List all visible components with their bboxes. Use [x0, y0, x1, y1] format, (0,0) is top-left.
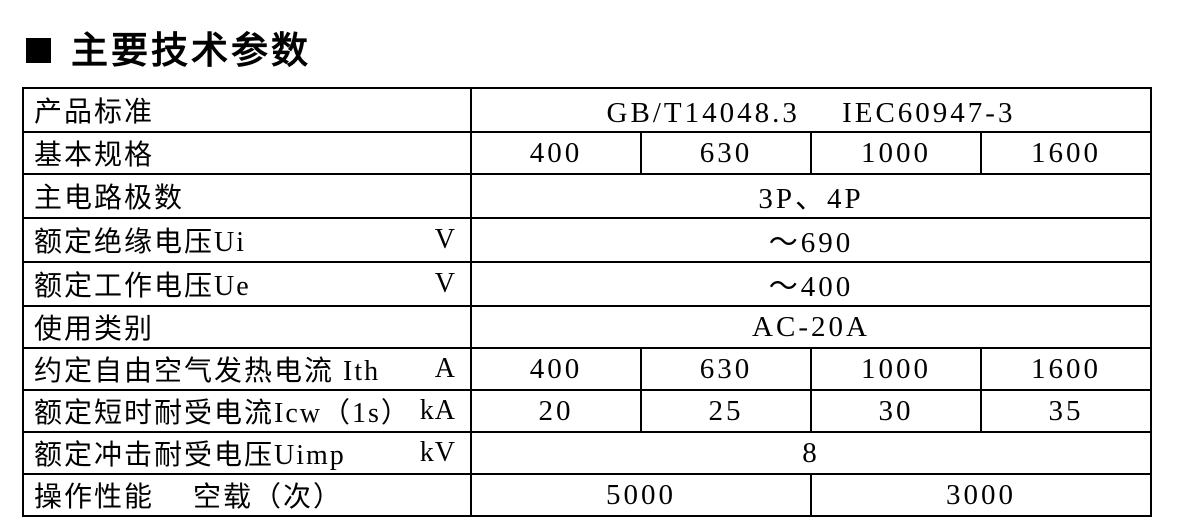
- row-value-cell: 20: [470, 389, 642, 433]
- table-row: 主电路极数 3P、4P: [22, 173, 1152, 219]
- row-value-cell: 400: [470, 347, 642, 391]
- row-value-cell: 8: [470, 431, 1152, 475]
- row-unit: kA: [419, 395, 456, 426]
- row-label: 约定自由空气发热电流 Ith: [34, 356, 381, 387]
- row-value-cell: GB/T14048.3 IEC60947-3: [470, 87, 1152, 133]
- section-header: 主要技术参数: [26, 24, 311, 71]
- row-value-cell: 630: [640, 131, 812, 175]
- row-label-cell: 产品标准: [22, 87, 472, 133]
- row-label: 使用类别: [34, 314, 155, 345]
- row-label-cell: 额定短时耐受电流Icw（1s） kA: [22, 389, 472, 433]
- row-label: 额定短时耐受电流Icw（1s）: [34, 398, 411, 429]
- row-label-cell: 操作性能 空载（次）: [22, 473, 472, 517]
- row-label-cell: 额定工作电压Ue V: [22, 261, 472, 307]
- row-value-cell: ～690: [470, 217, 1152, 263]
- row-label: 额定冲击耐受电压Uimp: [34, 440, 346, 471]
- row-value-cell: 1600: [980, 131, 1152, 175]
- row-label-cell: 约定自由空气发热电流 Ith A: [22, 347, 472, 391]
- row-value-cell: 630: [640, 347, 812, 391]
- row-label-cell: 额定绝缘电压Ui V: [22, 217, 472, 263]
- table-row: 额定工作电压Ue V ～400: [22, 261, 1152, 307]
- row-label-cell: 基本规格: [22, 131, 472, 175]
- row-value-cell: 3000: [810, 473, 1152, 517]
- row-label: 主电路极数: [34, 183, 185, 214]
- row-value-cell: 400: [470, 131, 642, 175]
- table-row: 额定绝缘电压Ui V ～690: [22, 217, 1152, 263]
- row-value-cell: AC-20A: [470, 305, 1152, 349]
- row-value-cell: 3P、4P: [470, 173, 1152, 219]
- table-row: 使用类别 AC-20A: [22, 305, 1152, 349]
- table-row: 基本规格 400 630 1000 1600: [22, 131, 1152, 175]
- table-row: 操作性能 空载（次） 5000 3000: [22, 473, 1152, 517]
- row-unit: V: [434, 224, 456, 255]
- row-value-cell: ～400: [470, 261, 1152, 307]
- row-unit: kV: [419, 437, 456, 468]
- row-unit: A: [434, 353, 456, 384]
- spec-table: 产品标准 GB/T14048.3 IEC60947-3 基本规格 400 630…: [22, 87, 1152, 517]
- row-label-cell: 使用类别: [22, 305, 472, 349]
- row-unit: V: [434, 268, 456, 299]
- row-value-cell: 30: [810, 389, 982, 433]
- row-value-cell: 5000: [470, 473, 812, 517]
- row-value-cell: 25: [640, 389, 812, 433]
- row-label: 额定工作电压Ue: [34, 271, 251, 302]
- table-row: 额定短时耐受电流Icw（1s） kA 20 25 30 35: [22, 389, 1152, 433]
- table-row: 额定冲击耐受电压Uimp kV 8: [22, 431, 1152, 475]
- table-row: 产品标准 GB/T14048.3 IEC60947-3: [22, 87, 1152, 133]
- row-label: 基本规格: [34, 140, 155, 171]
- row-value-cell: 1000: [810, 347, 982, 391]
- row-label: 产品标准: [34, 97, 155, 128]
- row-value-cell: 1600: [980, 347, 1152, 391]
- row-label-cell: 主电路极数: [22, 173, 472, 219]
- row-label: 额定绝缘电压Ui: [34, 227, 247, 258]
- page-title: 主要技术参数: [71, 30, 311, 71]
- row-value-cell: 35: [980, 389, 1152, 433]
- row-value-cell: 1000: [810, 131, 982, 175]
- table-row: 约定自由空气发热电流 Ith A 400 630 1000 1600: [22, 347, 1152, 391]
- row-label: 操作性能 空载（次）: [34, 482, 344, 513]
- black-square-icon: [26, 37, 51, 63]
- row-label-cell: 额定冲击耐受电压Uimp kV: [22, 431, 472, 475]
